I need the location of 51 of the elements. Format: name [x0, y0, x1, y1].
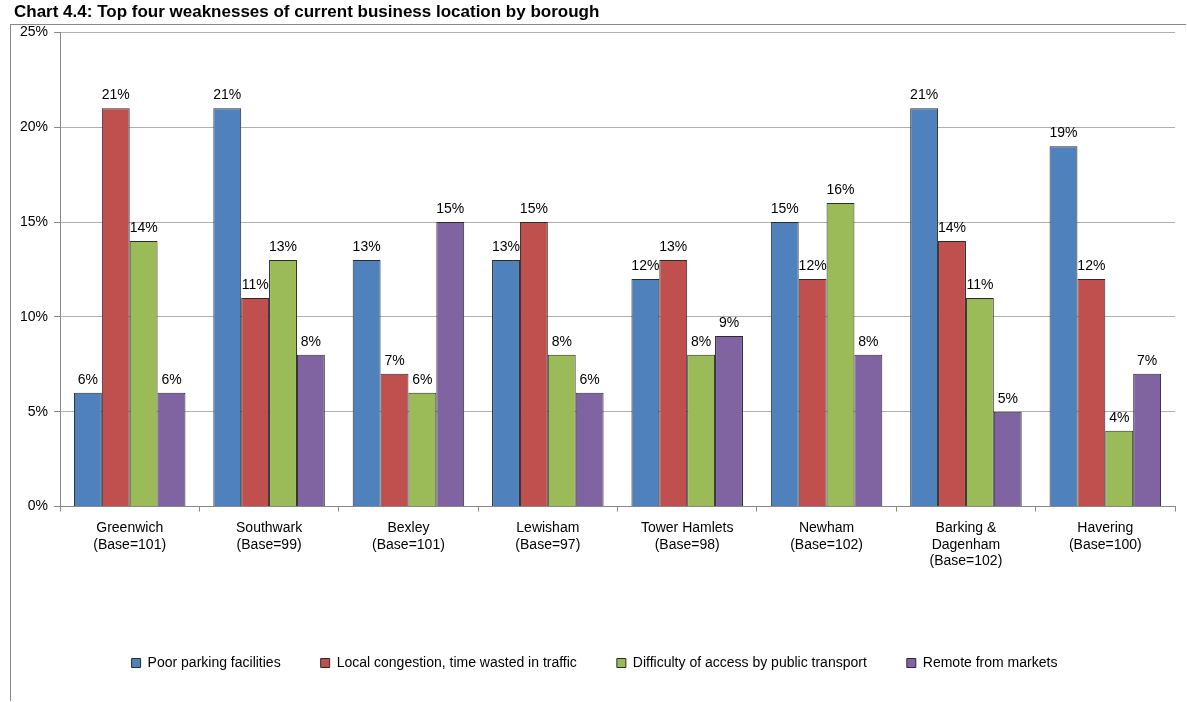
data-label: 8%: [300, 332, 322, 349]
data-label: 16%: [826, 180, 855, 197]
y-tick-label: 20%: [19, 118, 49, 135]
data-label: 7%: [384, 351, 405, 368]
data-label: 8%: [858, 332, 879, 349]
data-label: 12%: [1077, 256, 1106, 273]
data-label: 15%: [770, 199, 799, 216]
data-label: 11%: [241, 275, 269, 292]
data-label: 4%: [1109, 408, 1130, 425]
data-label: 6%: [412, 370, 433, 387]
x-tick-label: Bexley (Base=101): [372, 518, 445, 552]
legend-label: Local congestion, time wasted in traffic: [336, 653, 577, 670]
data-label: 15%: [519, 199, 548, 216]
data-label: 13%: [269, 237, 298, 254]
data-label: 19%: [1049, 124, 1078, 141]
data-label: 11%: [966, 275, 994, 292]
x-tick-label: Barking & Dagenham (Base=102): [929, 518, 1003, 569]
x-tick-label: Lewisham (Base=97): [515, 518, 581, 552]
data-label: 5%: [997, 389, 1018, 406]
data-label: 9%: [718, 313, 740, 330]
x-tick-label: Tower Hamlets (Base=98): [640, 518, 734, 552]
data-label: 6%: [579, 370, 600, 387]
y-tick-label: 5%: [27, 402, 49, 419]
data-label: 13%: [659, 237, 688, 254]
data-label: 14%: [937, 218, 967, 235]
data-label: 21%: [910, 86, 939, 103]
x-tick-label: Havering (Base=100): [1068, 518, 1142, 552]
data-label: 21%: [101, 86, 130, 103]
y-tick-label: 0%: [27, 497, 49, 514]
data-label: 13%: [492, 237, 521, 254]
x-tick-label: Southwark (Base=99): [236, 518, 304, 552]
data-label: 12%: [631, 256, 660, 273]
x-tick-label: Newham (Base=102): [790, 518, 863, 552]
data-label: 15%: [436, 199, 465, 216]
data-label: 6%: [161, 370, 182, 387]
y-tick-label: 10%: [19, 307, 49, 324]
chart-title: Chart 4.4: Top four weaknesses of current business location by borough: [14, 1, 600, 21]
y-tick-label: 25%: [19, 23, 49, 40]
data-label: 7%: [1137, 351, 1158, 368]
data-label: 13%: [352, 237, 381, 254]
data-label: 8%: [691, 332, 712, 349]
legend-label: Poor parking facilities: [147, 653, 281, 670]
legend-label: Remote from markets: [922, 653, 1058, 670]
data-label: 12%: [798, 256, 827, 273]
y-tick-label: 15%: [19, 212, 49, 229]
x-tick-label: Greenwich (Base=101): [93, 518, 167, 552]
data-label: 8%: [551, 332, 572, 349]
data-label: 14%: [129, 218, 158, 235]
data-label: 21%: [213, 86, 242, 103]
data-label: 6%: [77, 370, 99, 387]
legend-label: Difficulty of access by public transport: [632, 653, 867, 670]
